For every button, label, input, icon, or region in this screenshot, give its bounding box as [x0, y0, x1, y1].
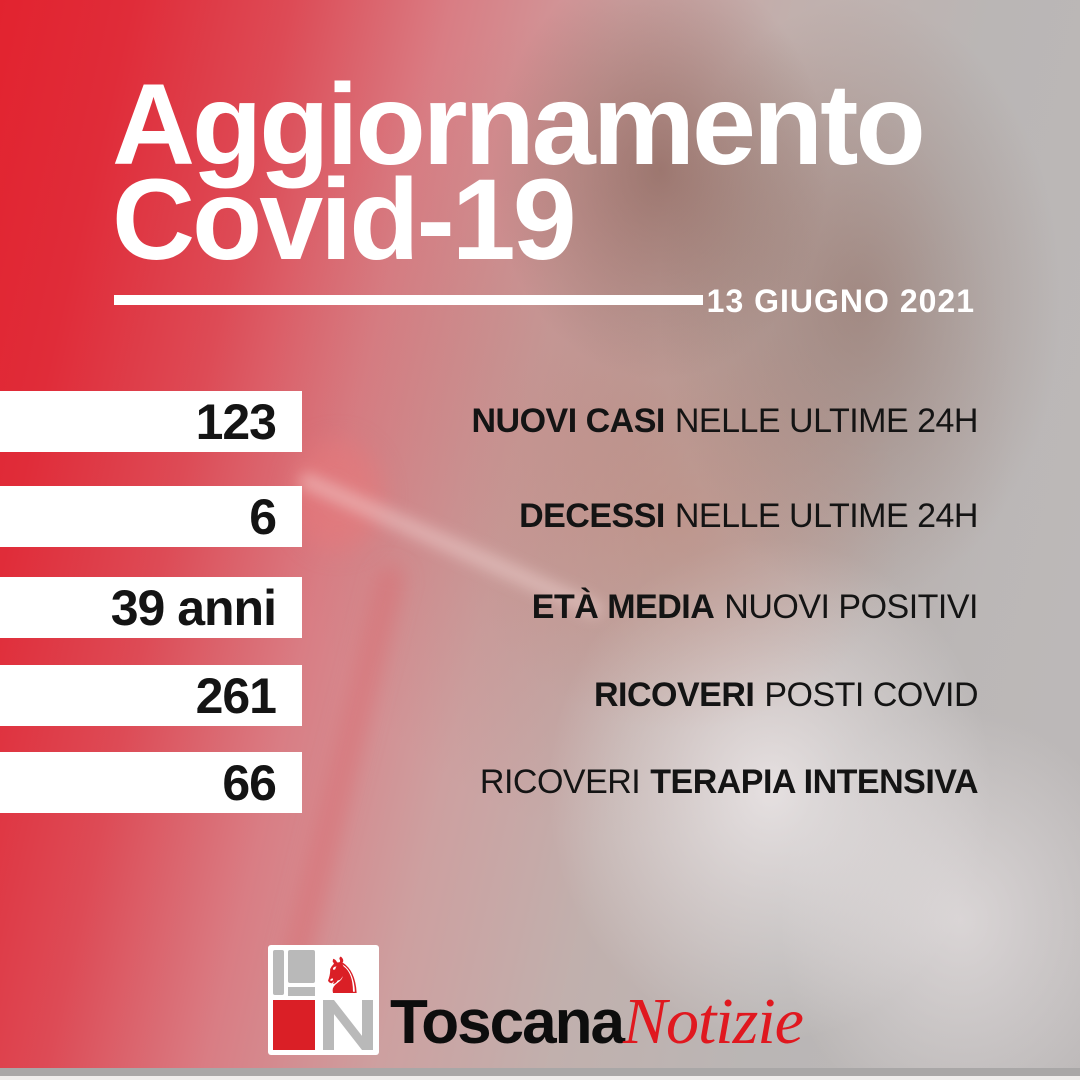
date-label: 13 GIUGNO 2021	[706, 283, 975, 319]
page-title: Aggiornamento Covid-19	[112, 61, 926, 284]
stat-label-terapia-intensiva: RICOVERI TERAPIA INTENSIVA	[479, 752, 979, 813]
stat-value: 39 anni	[110, 579, 277, 636]
stat-value: 66	[222, 754, 277, 811]
stat-bar-terapia-intensiva: 66	[0, 752, 302, 813]
stat-label-light: NELLE ULTIME 24H	[674, 402, 979, 440]
stat-label-eta-media: ETÀ MEDIA NUOVI POSITIVI	[531, 577, 979, 638]
stat-label-strong: ETÀ MEDIA	[531, 588, 715, 626]
stat-label-strong: RICOVERI	[594, 676, 755, 714]
stat-bar-ricoveri: 261	[0, 665, 302, 726]
stat-label-nuovi-casi: NUOVI CASI NELLE ULTIME 24H	[471, 391, 978, 452]
mask-strap-decoration	[292, 440, 382, 550]
stat-label-strong: TERAPIA INTENSIVA	[650, 763, 978, 801]
stat-value: 123	[195, 393, 277, 450]
stat-label-decessi: DECESSI NELLE ULTIME 24H	[519, 486, 978, 547]
stat-label-light: RICOVERI	[479, 763, 641, 801]
stat-bar-nuovi-casi: 123	[0, 391, 302, 452]
stat-value: 6	[249, 488, 277, 545]
pegasus-icon: ♞	[320, 947, 365, 1005]
stat-value: 261	[195, 667, 277, 724]
stat-label-light: NUOVI POSITIVI	[724, 588, 978, 626]
bottom-edge-strip	[0, 1068, 1080, 1080]
stat-label-strong: DECESSI	[519, 497, 665, 535]
stat-label-strong: NUOVI CASI	[471, 402, 665, 440]
stat-label-light: POSTI COVID	[764, 676, 978, 714]
toscana-notizie-logo: ♞	[268, 945, 379, 1055]
stat-bar-decessi: 6	[0, 486, 302, 547]
title-line-1: Aggiornamento	[112, 61, 926, 189]
brand-notizie: Notizie	[622, 985, 804, 1058]
brand-wordmark: ToscanaNotizie	[390, 984, 804, 1060]
stat-bar-eta-media: 39 anni	[0, 577, 302, 638]
title-underline	[114, 295, 703, 305]
title-line-2: Covid-19	[112, 156, 577, 284]
stat-label-light: NELLE ULTIME 24H	[674, 497, 979, 535]
brand-toscana: Toscana	[390, 988, 625, 1057]
stat-label-ricoveri: RICOVERI POSTI COVID	[594, 665, 978, 726]
